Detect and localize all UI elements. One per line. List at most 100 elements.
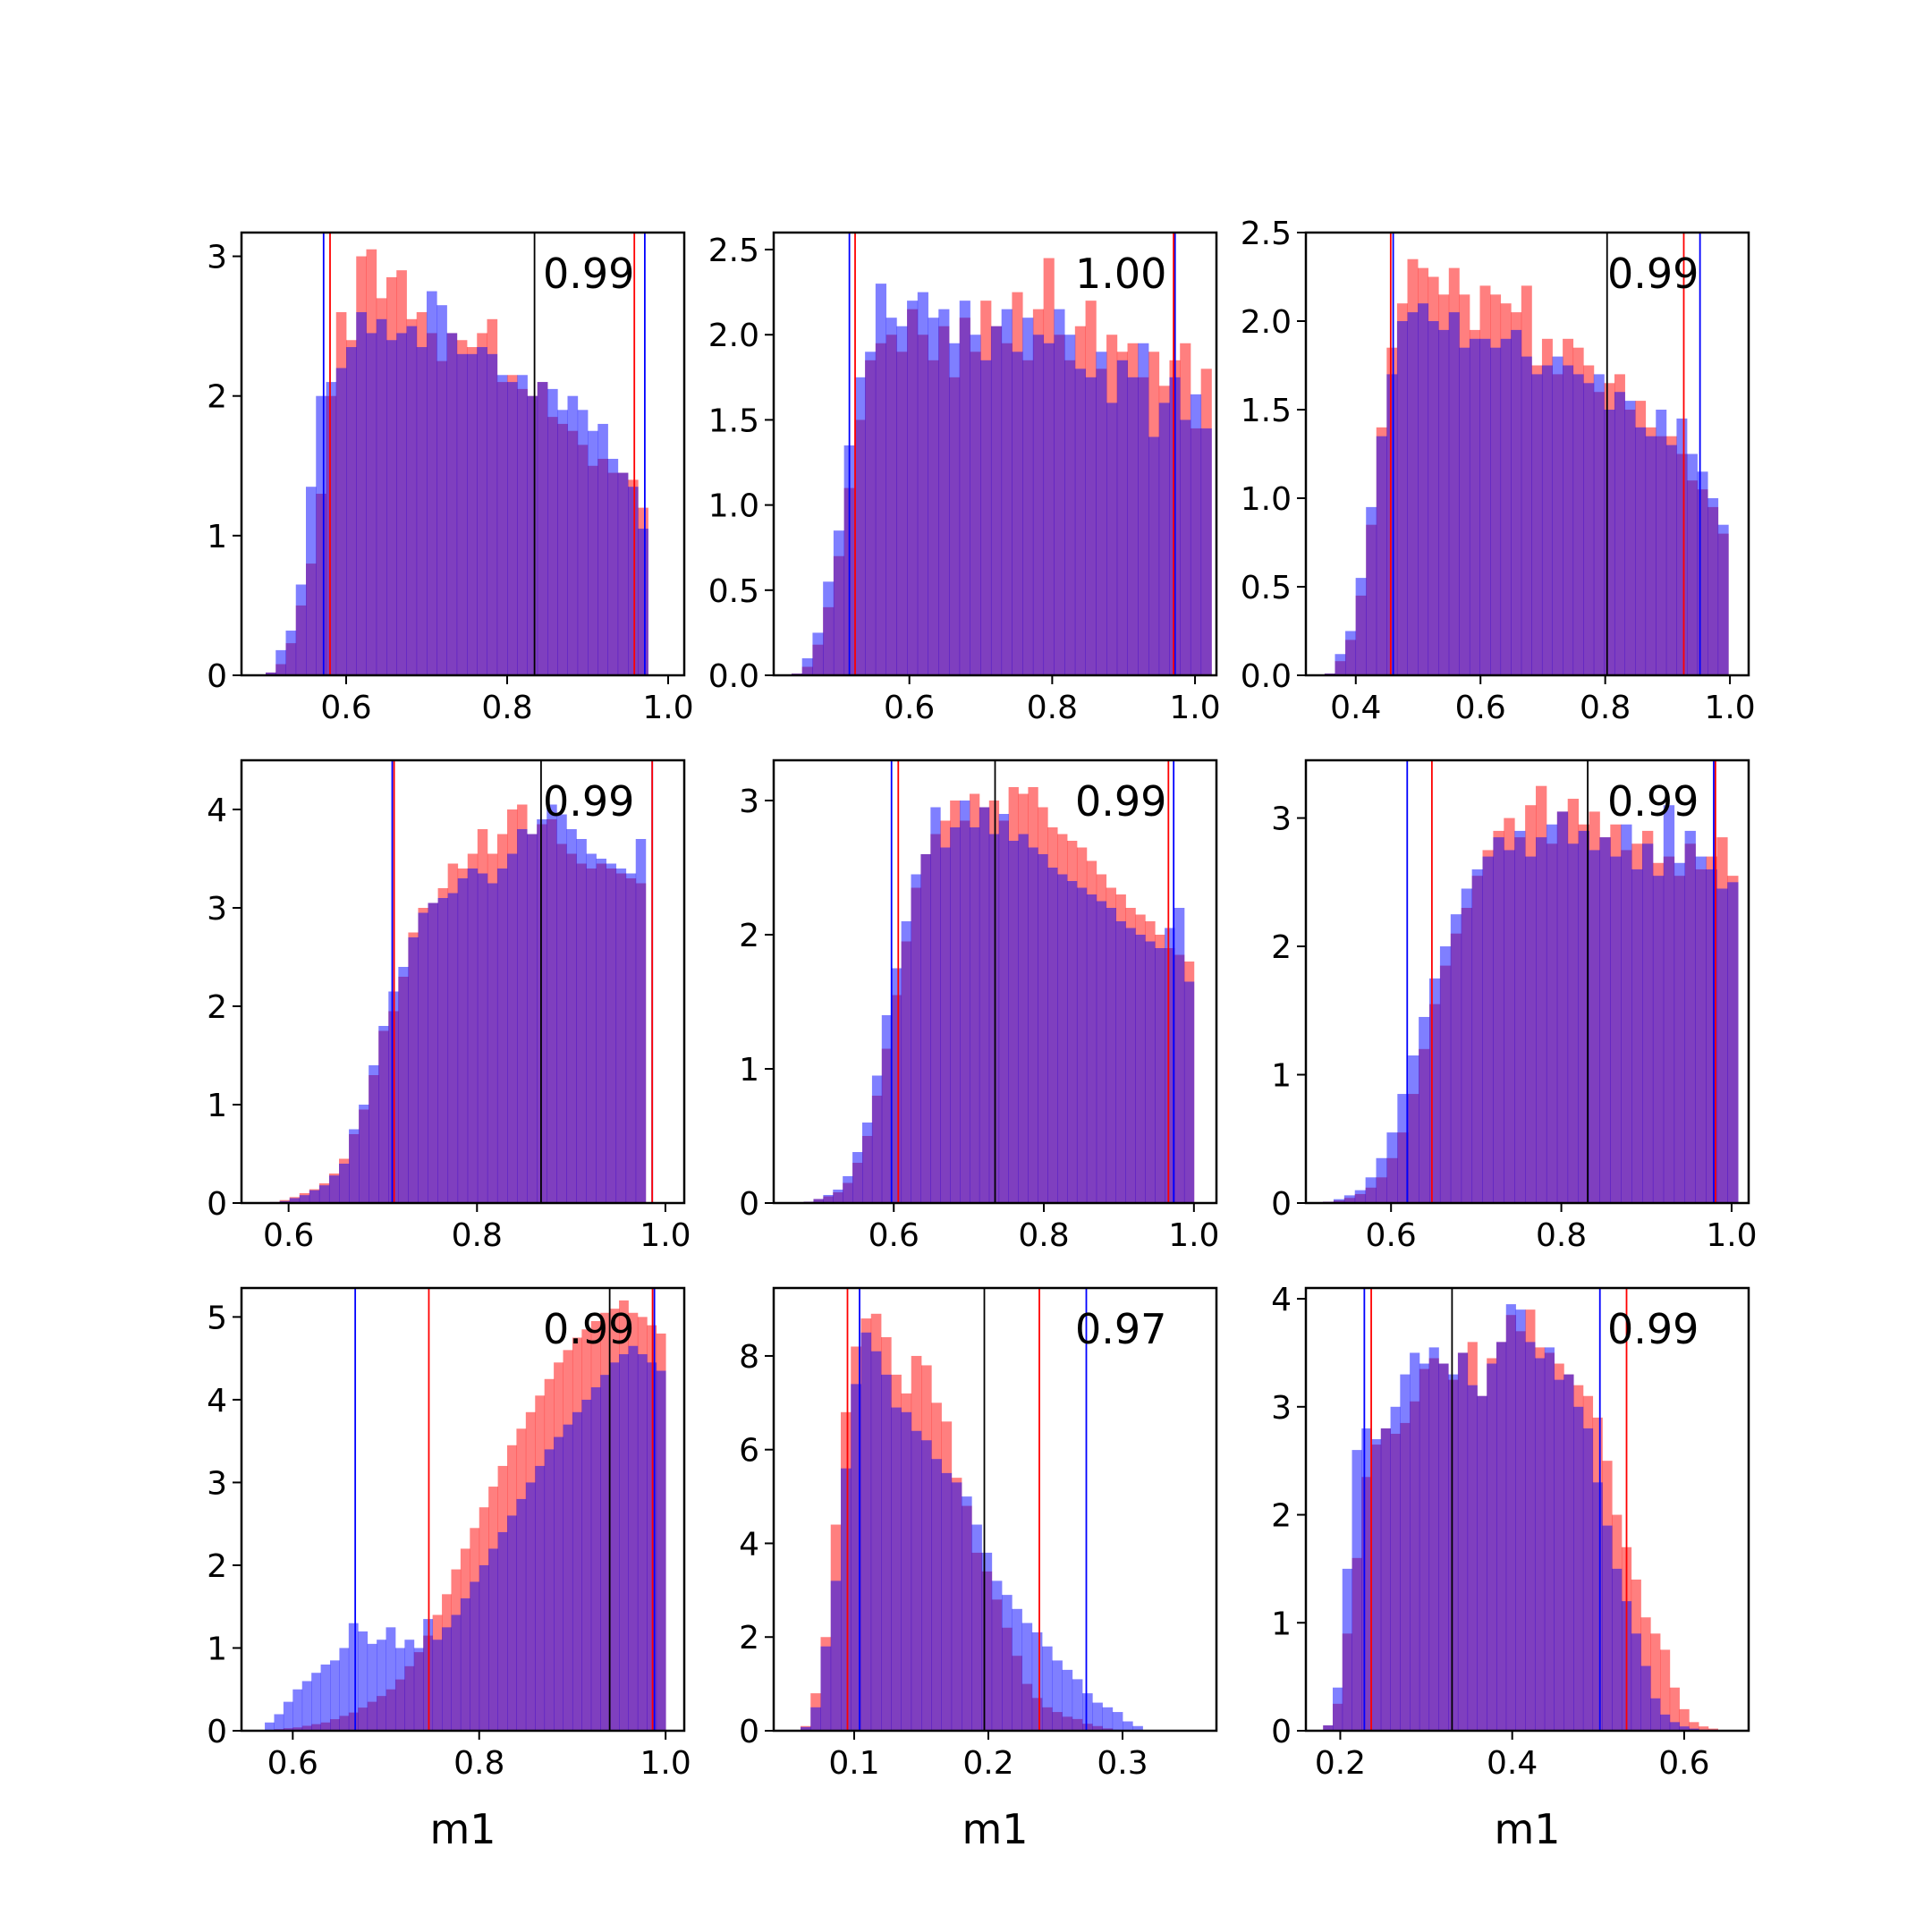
blue-histogram-bar <box>1102 1707 1114 1731</box>
blue-histogram-bar <box>938 309 950 675</box>
blue-histogram-bar <box>1355 578 1367 675</box>
blue-histogram-bar <box>1438 1363 1449 1731</box>
blue-histogram-bar <box>547 388 558 675</box>
x-tick-label: 0.6 <box>320 690 371 726</box>
y-tick-label: 0 <box>739 1186 759 1223</box>
blue-histogram-bar <box>406 326 418 675</box>
y-tick-label: 4 <box>739 1526 759 1563</box>
histogram-panel-2: 0.6 0.8 1.0 0.0 0.5 1.0 1.5 2.0 2.5 1.00 <box>708 231 1221 726</box>
blue-histogram-bar <box>369 1065 379 1203</box>
blue-histogram-bar <box>451 1614 462 1731</box>
blue-histogram-bar <box>1343 1195 1356 1203</box>
blue-histogram-bar <box>487 353 498 675</box>
blue-histogram-bar <box>1064 335 1076 675</box>
axes-frame <box>1304 758 1750 1205</box>
blue-histogram-bar <box>507 1515 517 1731</box>
x-tick-label: 0.6 <box>869 1217 919 1254</box>
blue-histogram-bar <box>386 1627 396 1731</box>
blue-histogram-bar <box>318 1185 330 1203</box>
x-tick-label: 1.0 <box>1704 690 1755 726</box>
blue-histogram-bar <box>628 1345 639 1731</box>
blue-histogram-bar <box>950 827 961 1203</box>
blue-histogram-bar <box>907 301 919 675</box>
blue-histogram-bar <box>1716 888 1728 1203</box>
blue-histogram-bar <box>1535 1358 1546 1731</box>
blue-histogram-bar <box>1599 837 1611 1203</box>
blue-histogram-bar <box>635 839 647 1203</box>
blue-histogram-bar <box>339 1648 350 1731</box>
blue-histogram-bar <box>959 301 970 675</box>
blue-histogram-bar <box>398 967 409 1203</box>
y-tick-label: 1.0 <box>1241 481 1292 518</box>
blue-histogram-bar <box>432 1640 443 1731</box>
red-histogram-bar <box>1679 1708 1690 1731</box>
blue-histogram-bar <box>852 1152 863 1203</box>
blue-histogram-bar <box>801 1726 811 1731</box>
blue-histogram-bar <box>527 834 538 1203</box>
histogram-panel-3: 0.4 0.6 0.8 1.0 0.0 0.5 1.0 1.5 2.0 2.5 0.99 <box>1241 216 1756 726</box>
blue-histogram-bar <box>597 423 608 675</box>
blue-histogram-bar <box>436 305 447 675</box>
score-annotation: 1.00 <box>1075 250 1166 298</box>
y-tick-label: 1.5 <box>708 402 759 439</box>
blue-histogram-bar <box>1127 377 1139 675</box>
blue-histogram-bar <box>567 395 579 675</box>
blue-histogram-bar <box>413 1648 424 1731</box>
blue-histogram-bar <box>1183 981 1195 1203</box>
blue-histogram-bar <box>1679 1726 1690 1731</box>
score-annotation: 0.99 <box>543 777 634 826</box>
blue-histogram-bar <box>527 395 538 675</box>
y-tick-label: 1 <box>1271 1606 1292 1642</box>
blue-histogram-bar <box>366 333 377 675</box>
histogram-panel-1: 0.6 0.8 1.0 0 1 2 3 0.99 <box>207 231 694 726</box>
blue-histogram-bar <box>447 893 459 1203</box>
blue-histogram-bar <box>497 1531 508 1731</box>
blue-histogram-bar <box>576 839 587 1203</box>
x-tick-label: 0.8 <box>1027 690 1078 726</box>
blue-histogram-bar <box>457 878 469 1203</box>
blue-histogram-bar <box>283 1701 293 1731</box>
histogram-panel-6: 0.6 0.8 1.0 0 1 2 3 0.99 <box>1271 758 1758 1254</box>
blue-histogram-bar <box>517 829 528 1203</box>
blue-histogram-bar <box>619 1354 629 1731</box>
y-tick-label: 2.0 <box>708 318 759 354</box>
blue-histogram-bar <box>1450 914 1462 1203</box>
x-tick-label: 1.0 <box>1169 690 1220 726</box>
blue-histogram-bar <box>1604 410 1615 675</box>
blue-histogram-bar <box>488 1548 498 1731</box>
blue-histogram-bar <box>1482 856 1494 1203</box>
blue-histogram-bar <box>607 458 619 675</box>
blue-histogram-bar <box>1002 1595 1013 1731</box>
y-tick-label: 0 <box>207 658 227 695</box>
histogram-panel-7: 0.6 0.8 1.0 0 1 2 3 4 5 0.99 m1 <box>207 1286 691 1853</box>
blue-histogram-bar <box>1556 811 1569 1203</box>
blue-histogram-bar <box>590 1387 601 1731</box>
blue-histogram-bar <box>517 375 528 675</box>
blue-histogram-bar <box>330 1660 340 1731</box>
blue-histogram-bar <box>1656 410 1667 675</box>
blue-histogram-bar <box>1610 856 1622 1203</box>
blue-histogram-bar <box>854 377 866 675</box>
blue-histogram-bar <box>1554 1379 1564 1731</box>
blue-histogram-bar <box>1525 856 1537 1203</box>
x-tick-label: 0.8 <box>1536 1217 1587 1254</box>
blue-histogram-bar <box>1165 928 1175 1203</box>
y-tick-label: 0 <box>739 1714 759 1750</box>
blue-histogram-bar <box>941 1472 953 1731</box>
blue-histogram-bar <box>990 326 1003 675</box>
blue-histogram-bar <box>572 1411 582 1731</box>
blue-histogram-bar <box>1407 312 1419 675</box>
blue-histogram-bar <box>1429 978 1441 1203</box>
x-tick-label: 0.6 <box>884 690 935 726</box>
histogram-panel-9: 0.2 0.4 0.6 0 1 2 3 4 0.99 m1 <box>1271 1282 1750 1853</box>
red-histogram-bar <box>1699 1726 1709 1731</box>
blue-histogram-bar <box>1612 1568 1623 1731</box>
blue-histogram-bar <box>969 827 980 1203</box>
blue-histogram-bar <box>1148 436 1160 675</box>
blue-histogram-bar <box>1567 843 1580 1203</box>
blue-histogram-bar <box>1400 1374 1411 1731</box>
blue-histogram-bar <box>1578 830 1589 1203</box>
blue-histogram-bar <box>1650 1698 1661 1731</box>
blue-histogram-bar <box>1500 338 1512 675</box>
axes-frame <box>240 1286 686 1733</box>
